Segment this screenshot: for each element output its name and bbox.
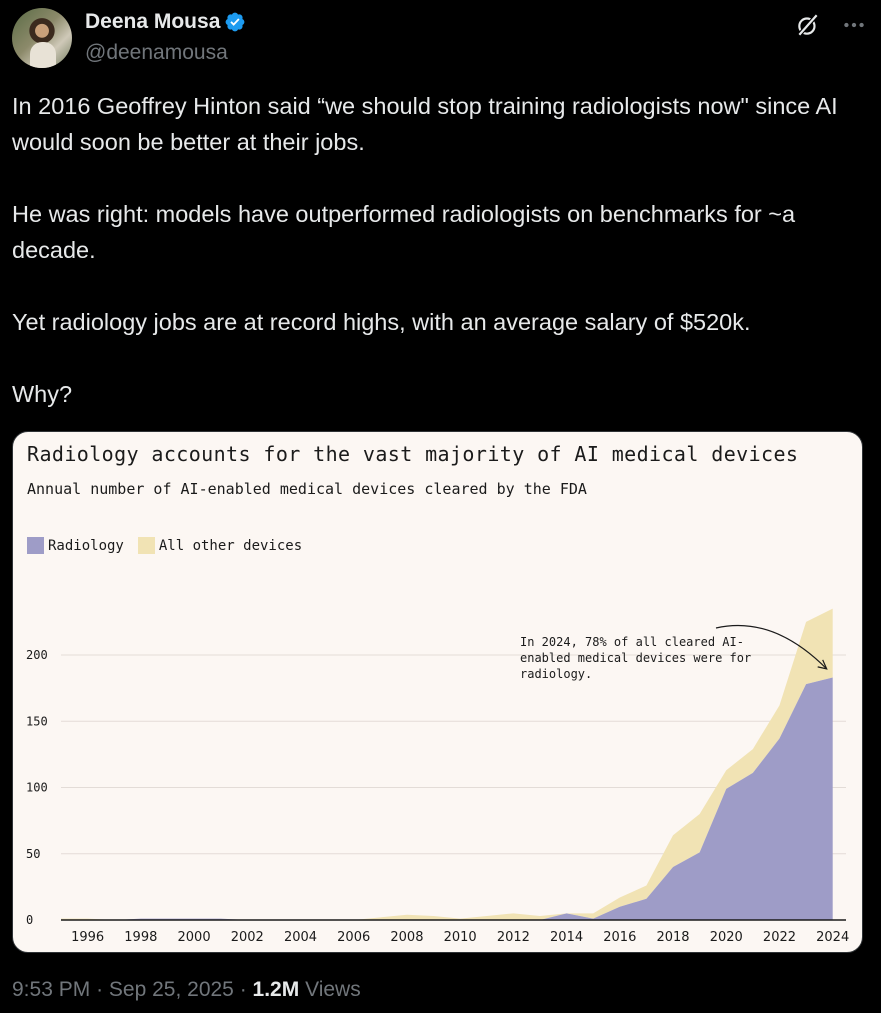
author-handle[interactable]: @deenamousa (85, 41, 228, 64)
chart-title: Radiology accounts for the vast majority… (27, 442, 799, 466)
x-tick-label: 2004 (284, 930, 317, 945)
annotation-arrowhead (817, 659, 828, 670)
x-tick-label: 2006 (337, 930, 370, 945)
x-tick-label: 2000 (178, 930, 211, 945)
tweet-paragraph: In 2016 Geoffrey Hinton said “we should … (12, 93, 838, 155)
legend-swatch-radiology (27, 537, 44, 554)
annotation-text: enabled medical devices were for (520, 651, 751, 665)
verified-badge-icon (225, 12, 245, 32)
annotation-arrow (715, 624, 828, 670)
x-tick-label: 2010 (444, 930, 477, 945)
views-count[interactable]: 1.2M (252, 978, 300, 1001)
chart-legend: Radiology All other devices (27, 537, 316, 554)
legend-swatch-other (137, 537, 155, 554)
tweet-paragraph: Why? (12, 381, 73, 407)
x-tick-label: 2012 (497, 930, 530, 945)
author-name[interactable]: Deena Mousa (85, 10, 221, 33)
y-tick-label: 100 (26, 781, 48, 795)
x-tick-label: 1996 (71, 930, 104, 945)
x-tick-label: 1998 (124, 930, 157, 945)
chart-image-card[interactable]: Radiology accounts for the vast majority… (12, 431, 863, 953)
separator: · (96, 978, 104, 1001)
x-tick-label: 2020 (710, 930, 743, 945)
tweet-header: Deena Mousa @deenamousa (12, 8, 869, 70)
legend-item-radiology: Radiology (27, 537, 124, 554)
y-tick-label: 50 (26, 847, 40, 861)
x-tick-label: 2014 (550, 930, 583, 945)
grok-icon[interactable] (795, 12, 821, 38)
separator: · (239, 978, 247, 1001)
x-tick-label: 2018 (656, 930, 689, 945)
avatar[interactable] (12, 8, 72, 68)
x-tick-label: 2024 (816, 930, 849, 945)
y-tick-label: 0 (26, 913, 33, 927)
author-name-row: Deena Mousa (85, 10, 246, 34)
views-label: Views (305, 978, 361, 1001)
chart-plot: 0 50 100 150 200 1996 1998 2000 2002 2004 2006 2008… (26, 608, 849, 945)
x-tick-label: 2022 (763, 930, 796, 945)
tweet-date[interactable]: Sep 25, 2025 (108, 978, 234, 1001)
y-tick-label: 150 (26, 714, 48, 728)
annotation-text: In 2024, 78% of all cleared AI- (520, 635, 744, 649)
tweet-paragraph: Yet radiology jobs are at record highs, … (12, 309, 751, 335)
tweet-paragraph: He was right: models have outperformed r… (12, 201, 796, 263)
chart-subtitle: Annual number of AI-enabled medical devi… (27, 480, 587, 498)
area-series-radiology (61, 677, 833, 920)
annotation-text: radiology. (520, 667, 592, 681)
y-tick-label: 200 (26, 648, 48, 662)
more-options-icon[interactable] (841, 12, 867, 38)
tweet-text: In 2016 Geoffrey Hinton said “we should … (12, 88, 872, 412)
legend-item-other: All other devices (137, 537, 303, 554)
legend-label-other: All other devices (158, 537, 303, 554)
x-tick-label: 2016 (603, 930, 636, 945)
x-tick-label: 2008 (390, 930, 423, 945)
tweet-footer: 9:53 PM · Sep 25, 2025 · 1.2M Views (12, 978, 361, 1002)
legend-label-radiology: Radiology (48, 537, 124, 554)
tweet-time[interactable]: 9:53 PM (12, 978, 91, 1001)
x-tick-label: 2002 (231, 930, 264, 945)
